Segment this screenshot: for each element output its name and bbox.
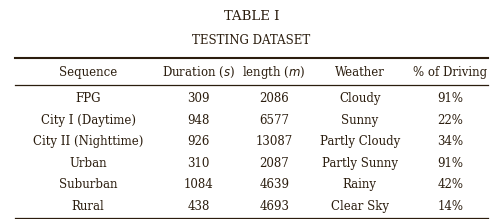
Text: 13087: 13087	[256, 135, 293, 148]
Text: Sequence: Sequence	[59, 66, 117, 79]
Text: 34%: 34%	[437, 135, 463, 148]
Text: 4639: 4639	[259, 178, 289, 191]
Text: 6577: 6577	[259, 114, 289, 127]
Text: Urban: Urban	[69, 157, 107, 170]
Text: City I (Daytime): City I (Daytime)	[41, 114, 135, 127]
Text: length ($\mathit{m}$): length ($\mathit{m}$)	[242, 64, 306, 81]
Text: TABLE I: TABLE I	[224, 10, 279, 23]
Text: 14%: 14%	[437, 200, 463, 213]
Text: 2086: 2086	[259, 92, 289, 106]
Text: Cloudy: Cloudy	[339, 92, 380, 106]
Text: Rainy: Rainy	[343, 178, 377, 191]
Text: Clear Sky: Clear Sky	[330, 200, 389, 213]
Text: Weather: Weather	[334, 66, 385, 79]
Text: 91%: 91%	[437, 92, 463, 106]
Text: 926: 926	[188, 135, 210, 148]
Text: Partly Sunny: Partly Sunny	[321, 157, 398, 170]
Text: Partly Cloudy: Partly Cloudy	[319, 135, 400, 148]
Text: Rural: Rural	[71, 200, 105, 213]
Text: 91%: 91%	[437, 157, 463, 170]
Text: 1084: 1084	[184, 178, 214, 191]
Text: 22%: 22%	[437, 114, 463, 127]
Text: City II (Nighttime): City II (Nighttime)	[33, 135, 143, 148]
Text: FPG: FPG	[75, 92, 101, 106]
Text: 310: 310	[188, 157, 210, 170]
Text: Duration ($\mathit{s}$): Duration ($\mathit{s}$)	[162, 65, 235, 80]
Text: 4693: 4693	[259, 200, 289, 213]
Text: 42%: 42%	[437, 178, 463, 191]
Text: 948: 948	[188, 114, 210, 127]
Text: Sunny: Sunny	[341, 114, 378, 127]
Text: 438: 438	[188, 200, 210, 213]
Text: Suburban: Suburban	[59, 178, 117, 191]
Text: TESTING DATASET: TESTING DATASET	[192, 34, 311, 47]
Text: 2087: 2087	[259, 157, 289, 170]
Text: 309: 309	[188, 92, 210, 106]
Text: % of Driving: % of Driving	[413, 66, 487, 79]
